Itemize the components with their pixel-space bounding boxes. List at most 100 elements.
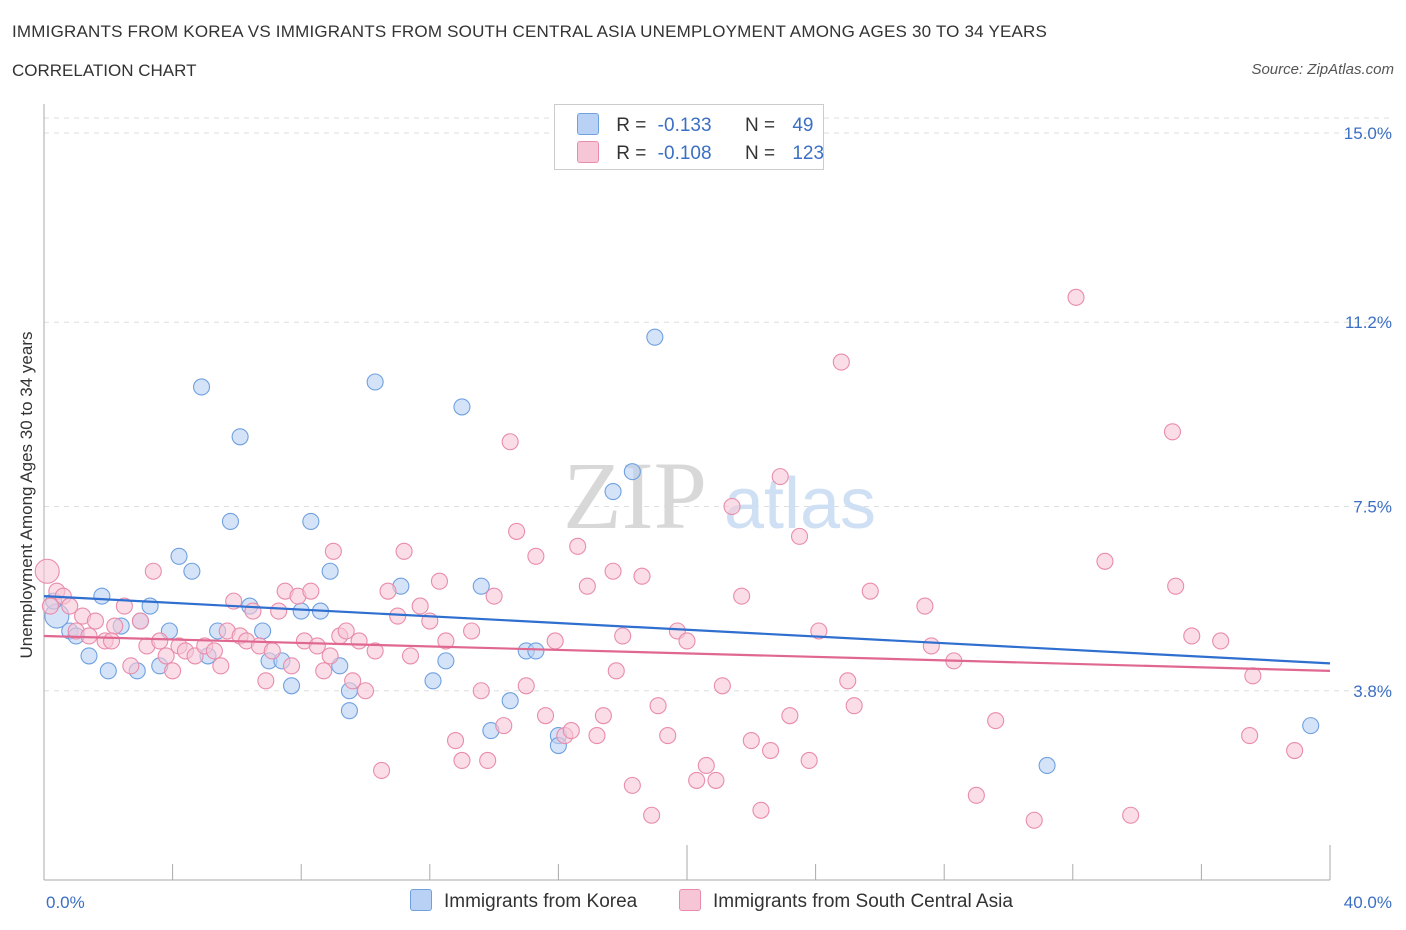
south-central-asia-point <box>315 662 333 680</box>
korea-point <box>170 547 188 565</box>
south-central-asia-point <box>453 751 471 770</box>
korea-point <box>302 512 320 530</box>
korea-point <box>472 577 490 595</box>
south-central-asia-point <box>205 642 223 660</box>
korea-point <box>292 602 310 620</box>
south-central-asia-point <box>1067 288 1085 306</box>
korea-point <box>254 622 272 640</box>
y-tick-label: 3.8% <box>1353 682 1392 701</box>
south-central-asia-point <box>713 677 731 695</box>
korea-point <box>93 587 111 605</box>
x-tick-label-max: 40.0% <box>1344 893 1392 912</box>
south-central-asia-point <box>157 647 175 665</box>
legend-swatch-korea <box>577 113 599 135</box>
x-tick-label-min: 0.0% <box>46 893 85 912</box>
south-central-asia-point <box>800 751 818 770</box>
korea-point <box>646 328 664 346</box>
correlation-legend: R = -0.133 N = 49 R = -0.108 N = 123 <box>554 104 824 170</box>
south-central-asia-point <box>771 468 789 486</box>
south-central-asia-point <box>244 602 262 620</box>
legend-row-south-central-asia: R = -0.108 N = 123 <box>577 141 824 167</box>
korea-point <box>501 692 519 710</box>
korea-point <box>453 398 471 416</box>
south-central-asia-point <box>839 672 857 690</box>
south-central-asia-point <box>151 632 169 650</box>
data-points <box>34 288 1320 829</box>
south-central-asia-point <box>517 677 535 695</box>
south-central-asia-point <box>302 582 320 600</box>
korea-point <box>231 428 249 446</box>
south-central-asia-point <box>922 637 940 655</box>
south-central-asia-point <box>1244 667 1262 685</box>
south-central-asia-point <box>659 727 677 745</box>
south-central-asia-point <box>356 682 375 700</box>
south-central-asia-point <box>122 657 140 675</box>
south-central-asia-point <box>688 771 706 789</box>
korea-trend-line <box>43 595 1331 665</box>
south-central-asia-point <box>102 632 121 650</box>
south-central-asia-point <box>643 806 661 824</box>
south-central-asia-point <box>389 607 407 625</box>
legend-r-value: -0.133 <box>657 115 712 136</box>
legend-r-label: R = <box>616 143 647 164</box>
korea-point <box>437 652 455 670</box>
south-central-asia-point <box>861 582 879 600</box>
south-central-asia-point <box>164 662 182 680</box>
south-central-asia-point <box>678 632 696 650</box>
south-central-asia-point <box>781 707 799 725</box>
south-central-asia-point <box>723 497 741 516</box>
south-central-asia-point <box>131 612 149 630</box>
south-central-asia-point <box>324 542 342 560</box>
korea-point <box>283 677 301 695</box>
south-central-asia-point <box>845 697 863 715</box>
bottom-legend-south-central-asia: Immigrants from South Central Asia <box>679 889 1013 913</box>
south-central-asia-point <box>463 622 481 640</box>
korea-point <box>340 702 358 720</box>
korea-point <box>1302 717 1320 735</box>
south-central-asia-point <box>733 587 751 605</box>
south-central-asia-point <box>485 587 503 605</box>
korea-point <box>183 562 201 580</box>
korea-point <box>99 662 117 680</box>
south-central-asia-point <box>430 572 448 590</box>
south-central-asia-point <box>1286 741 1304 760</box>
south-central-asia-point <box>395 542 413 560</box>
legend-r-label: R = <box>616 115 647 136</box>
south-central-asia-point <box>472 682 490 700</box>
south-central-asia-point <box>742 732 760 750</box>
south-central-asia-point <box>707 771 725 789</box>
south-central-asia-point <box>832 353 850 371</box>
south-central-asia-trend-line <box>43 634 1331 672</box>
south-central-asia-point <box>607 662 625 680</box>
south-central-asia-point <box>212 657 230 675</box>
korea-point <box>80 647 98 665</box>
south-central-asia-point <box>1122 806 1140 824</box>
south-central-asia-point <box>115 597 133 615</box>
south-central-asia-point <box>1096 552 1114 570</box>
south-central-asia-point <box>1025 811 1043 829</box>
korea-point <box>321 562 339 580</box>
south-central-asia-point <box>536 707 555 725</box>
south-central-asia-point <box>344 672 362 690</box>
south-central-asia-point <box>578 577 596 595</box>
legend-swatch-south-central-asia <box>577 141 599 163</box>
south-central-asia-point <box>86 612 104 630</box>
south-central-asia-point <box>337 622 355 640</box>
south-central-asia-point <box>916 597 934 615</box>
south-central-asia-point <box>41 597 59 615</box>
y-axis-label: Unemployment Among Ages 30 to 34 years <box>17 331 36 659</box>
south-central-asia-point <box>283 657 301 675</box>
legend-n-label: N = <box>744 143 776 164</box>
bottom-legend-label-south-central-asia: Immigrants from South Central Asia <box>713 891 1013 912</box>
south-central-asia-point <box>501 433 519 451</box>
south-central-asia-point <box>508 522 526 540</box>
watermark-zip: ZIP <box>563 442 707 549</box>
south-central-asia-point <box>437 632 455 650</box>
korea-point <box>623 463 641 481</box>
south-central-asia-point <box>411 597 429 615</box>
south-central-asia-point <box>1163 423 1182 441</box>
korea-point <box>424 672 442 690</box>
south-central-asia-point <box>697 756 715 775</box>
south-central-asia-point <box>588 727 606 745</box>
south-central-asia-point <box>967 786 985 804</box>
